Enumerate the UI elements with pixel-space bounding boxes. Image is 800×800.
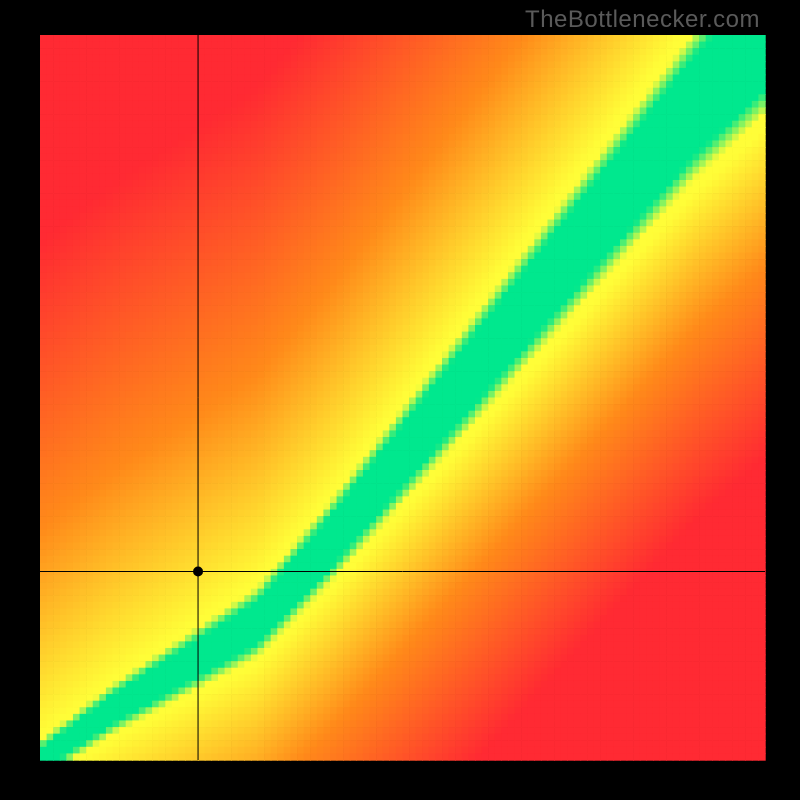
watermark-text: TheBottlenecker.com	[525, 6, 760, 34]
heatmap-canvas	[0, 0, 800, 800]
chart-container: TheBottlenecker.com	[0, 0, 800, 800]
